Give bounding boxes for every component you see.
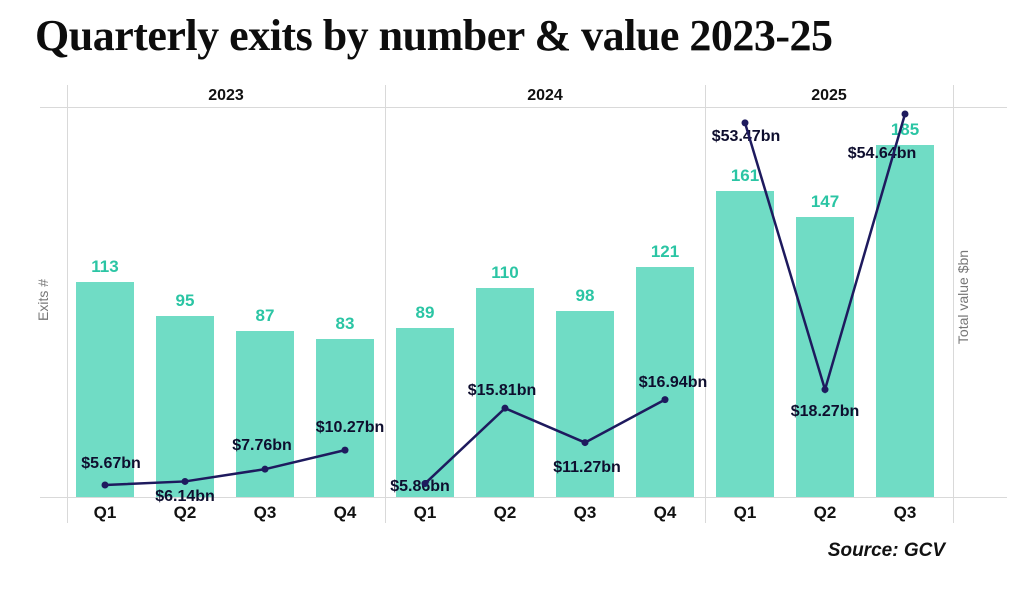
line-marker: [741, 119, 749, 127]
line-value-label: $53.47bn: [711, 127, 781, 145]
source-credit: Source: GCV: [827, 540, 945, 561]
bar-value-label: 161: [730, 165, 760, 185]
line-value-label: $6.14bn: [155, 488, 215, 506]
left-axis-label: Exits #: [35, 278, 51, 322]
line-value-label: $54.64bn: [847, 145, 917, 162]
line-value-label: $5.86bn: [390, 477, 450, 495]
bar: [876, 145, 934, 497]
chart-title: Quarterly exits by number & value 2023-2…: [35, 11, 833, 60]
bar-value-label: 89: [415, 302, 435, 322]
panel-divider: [705, 85, 706, 523]
bar-value-label: 98: [575, 285, 595, 305]
line-value-label: $16.94bn: [638, 373, 708, 391]
quarter-label: Q3: [573, 503, 597, 522]
line-value-label: $18.27bn: [790, 402, 860, 420]
line-value-label: $11.27bn: [553, 458, 621, 476]
bar-value-label: 110: [491, 262, 519, 282]
bar: [796, 217, 854, 497]
line-value-label: $5.67bn: [81, 455, 141, 472]
bar: [156, 316, 214, 497]
panel-divider: [953, 85, 954, 523]
right-axis-label: Total value $bn: [955, 249, 971, 345]
bar: [316, 339, 374, 497]
bar: [716, 190, 774, 497]
bar-value-label: 121: [650, 241, 680, 261]
quarter-label: Q4: [333, 503, 357, 522]
bar: [236, 331, 294, 497]
bar-value-label: 147: [810, 192, 840, 212]
panel-divider: [67, 85, 68, 523]
bar-value-label: 95: [175, 291, 195, 311]
year-label: 2024: [527, 87, 563, 104]
quarter-label: Q1: [93, 503, 117, 522]
total-value-line: [424, 398, 666, 485]
quarter-label: Q2: [173, 503, 197, 522]
quarter-label: Q1: [733, 503, 757, 522]
quarter-label: Q1: [413, 503, 437, 522]
year-label: 2023: [208, 87, 244, 104]
bar-value-label: 87: [255, 306, 275, 326]
bar-value-label: 83: [335, 314, 355, 334]
quarter-label: Q3: [253, 503, 277, 522]
line-value-label: $7.76bn: [232, 437, 292, 455]
panel-divider: [385, 85, 386, 523]
line-value-label: $10.27bn: [315, 419, 385, 437]
year-label: 2025: [811, 87, 847, 104]
bar: [396, 327, 454, 497]
quarter-label: Q4: [653, 503, 677, 522]
bar-value-label: 185: [890, 120, 920, 140]
panel-header-line: [40, 107, 1007, 108]
quarter-label: Q2: [813, 503, 837, 522]
total-value-line: [104, 448, 346, 487]
quarter-label: Q3: [893, 503, 917, 522]
bar-value-label: 113: [91, 257, 119, 277]
line-value-label: $15.81bn: [467, 382, 537, 400]
line-marker: [901, 110, 909, 118]
quarter-label: Q2: [493, 503, 517, 522]
x-axis-line: [40, 497, 1007, 498]
